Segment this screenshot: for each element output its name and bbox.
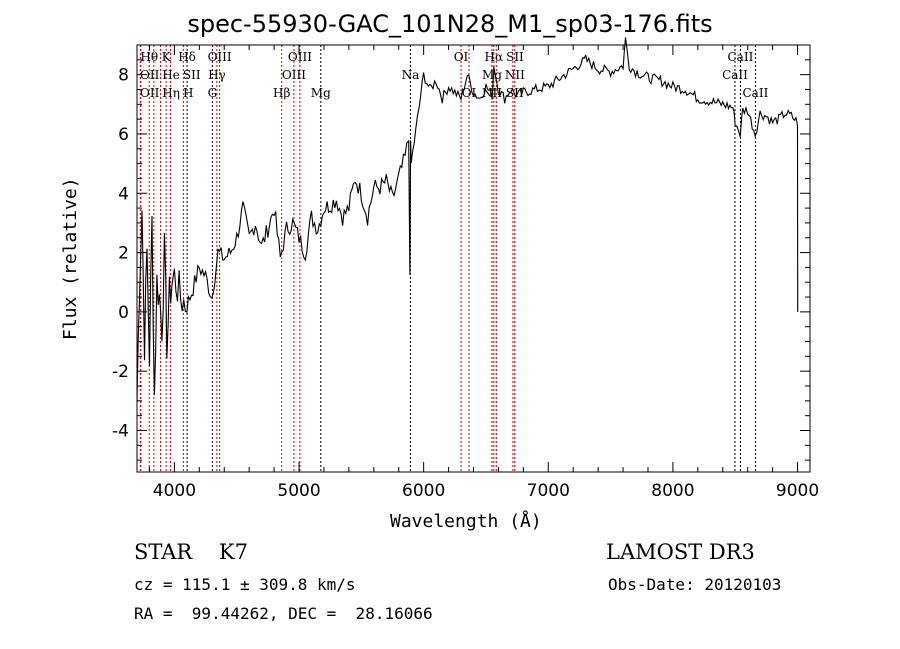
- spectral-line-label: OII: [140, 86, 160, 100]
- spectral-line-label: CaII: [728, 50, 754, 64]
- spectral-line-label: CaII: [743, 86, 769, 100]
- y-tick-label: 6: [118, 125, 129, 145]
- y-tick-label: 0: [118, 303, 129, 323]
- spectral-line-label: OIII: [288, 50, 312, 64]
- x-tick-label: 5000: [277, 481, 320, 501]
- spectral-line-label: NII: [482, 86, 502, 100]
- spectral-line-label: Mg: [482, 68, 502, 82]
- x-tick-label: 6000: [402, 481, 445, 501]
- x-tick-label: 9000: [776, 481, 819, 501]
- y-tick-label: -2: [112, 362, 129, 382]
- x-tick-label: 8000: [651, 481, 694, 501]
- x-axis-label: Wavelength (Å): [390, 511, 542, 532]
- spectrum-line: [136, 37, 799, 402]
- spectral-line-label: He: [162, 68, 180, 82]
- y-tick-label: 2: [118, 244, 129, 264]
- spectral-line-label: CaII: [722, 68, 748, 82]
- survey-label: LAMOST DR3: [606, 540, 755, 564]
- spectral-line-label: SII: [506, 86, 524, 100]
- y-axis-label: Flux (relative): [60, 177, 81, 340]
- y-tick-label: 8: [118, 66, 129, 86]
- spectral-line-label: Mg: [311, 86, 331, 100]
- spectral-line-label: NII: [505, 68, 525, 82]
- spectral-line-label: Hδ: [178, 50, 196, 64]
- ra-dec: RA = 99.44262, DEC = 28.16066: [134, 604, 433, 623]
- spectral-line-label: K: [162, 50, 172, 64]
- spectral-line-label: SII: [183, 68, 201, 82]
- spectral-line-label: Hβ: [273, 86, 290, 100]
- redshift-cz: cz = 115.1 ± 309.8 km/s: [134, 575, 356, 594]
- spectral-line-label: Hα: [485, 50, 504, 64]
- spectral-line-label: Hγ: [208, 68, 226, 82]
- spectral-line-label: G: [208, 86, 218, 100]
- chart-title: spec-55930-GAC_101N28_M1_sp03-176.fits: [187, 10, 713, 38]
- spectral-line-label: Na: [402, 68, 420, 82]
- spectral-line-label: H: [183, 86, 193, 100]
- obs-date: Obs-Date: 20120103: [608, 575, 782, 594]
- spectral-line-label: OI: [462, 86, 477, 100]
- y-tick-label: 4: [118, 184, 129, 204]
- spectral-line-label: OIII: [208, 50, 232, 64]
- spectral-line-label: Hη: [162, 86, 180, 100]
- spectral-line-label: OIII: [282, 68, 306, 82]
- x-tick-label: 7000: [527, 481, 570, 501]
- spectral-line-label: OII: [140, 68, 160, 82]
- object-class: STAR K7: [134, 540, 248, 564]
- spectral-line-label: OI: [454, 50, 469, 64]
- spectral-line-label: SII: [506, 50, 524, 64]
- x-tick-label: 4000: [153, 481, 196, 501]
- y-tick-label: -4: [112, 421, 129, 441]
- spectral-line-label: Hθ: [140, 50, 158, 64]
- plot-frame: [136, 44, 811, 473]
